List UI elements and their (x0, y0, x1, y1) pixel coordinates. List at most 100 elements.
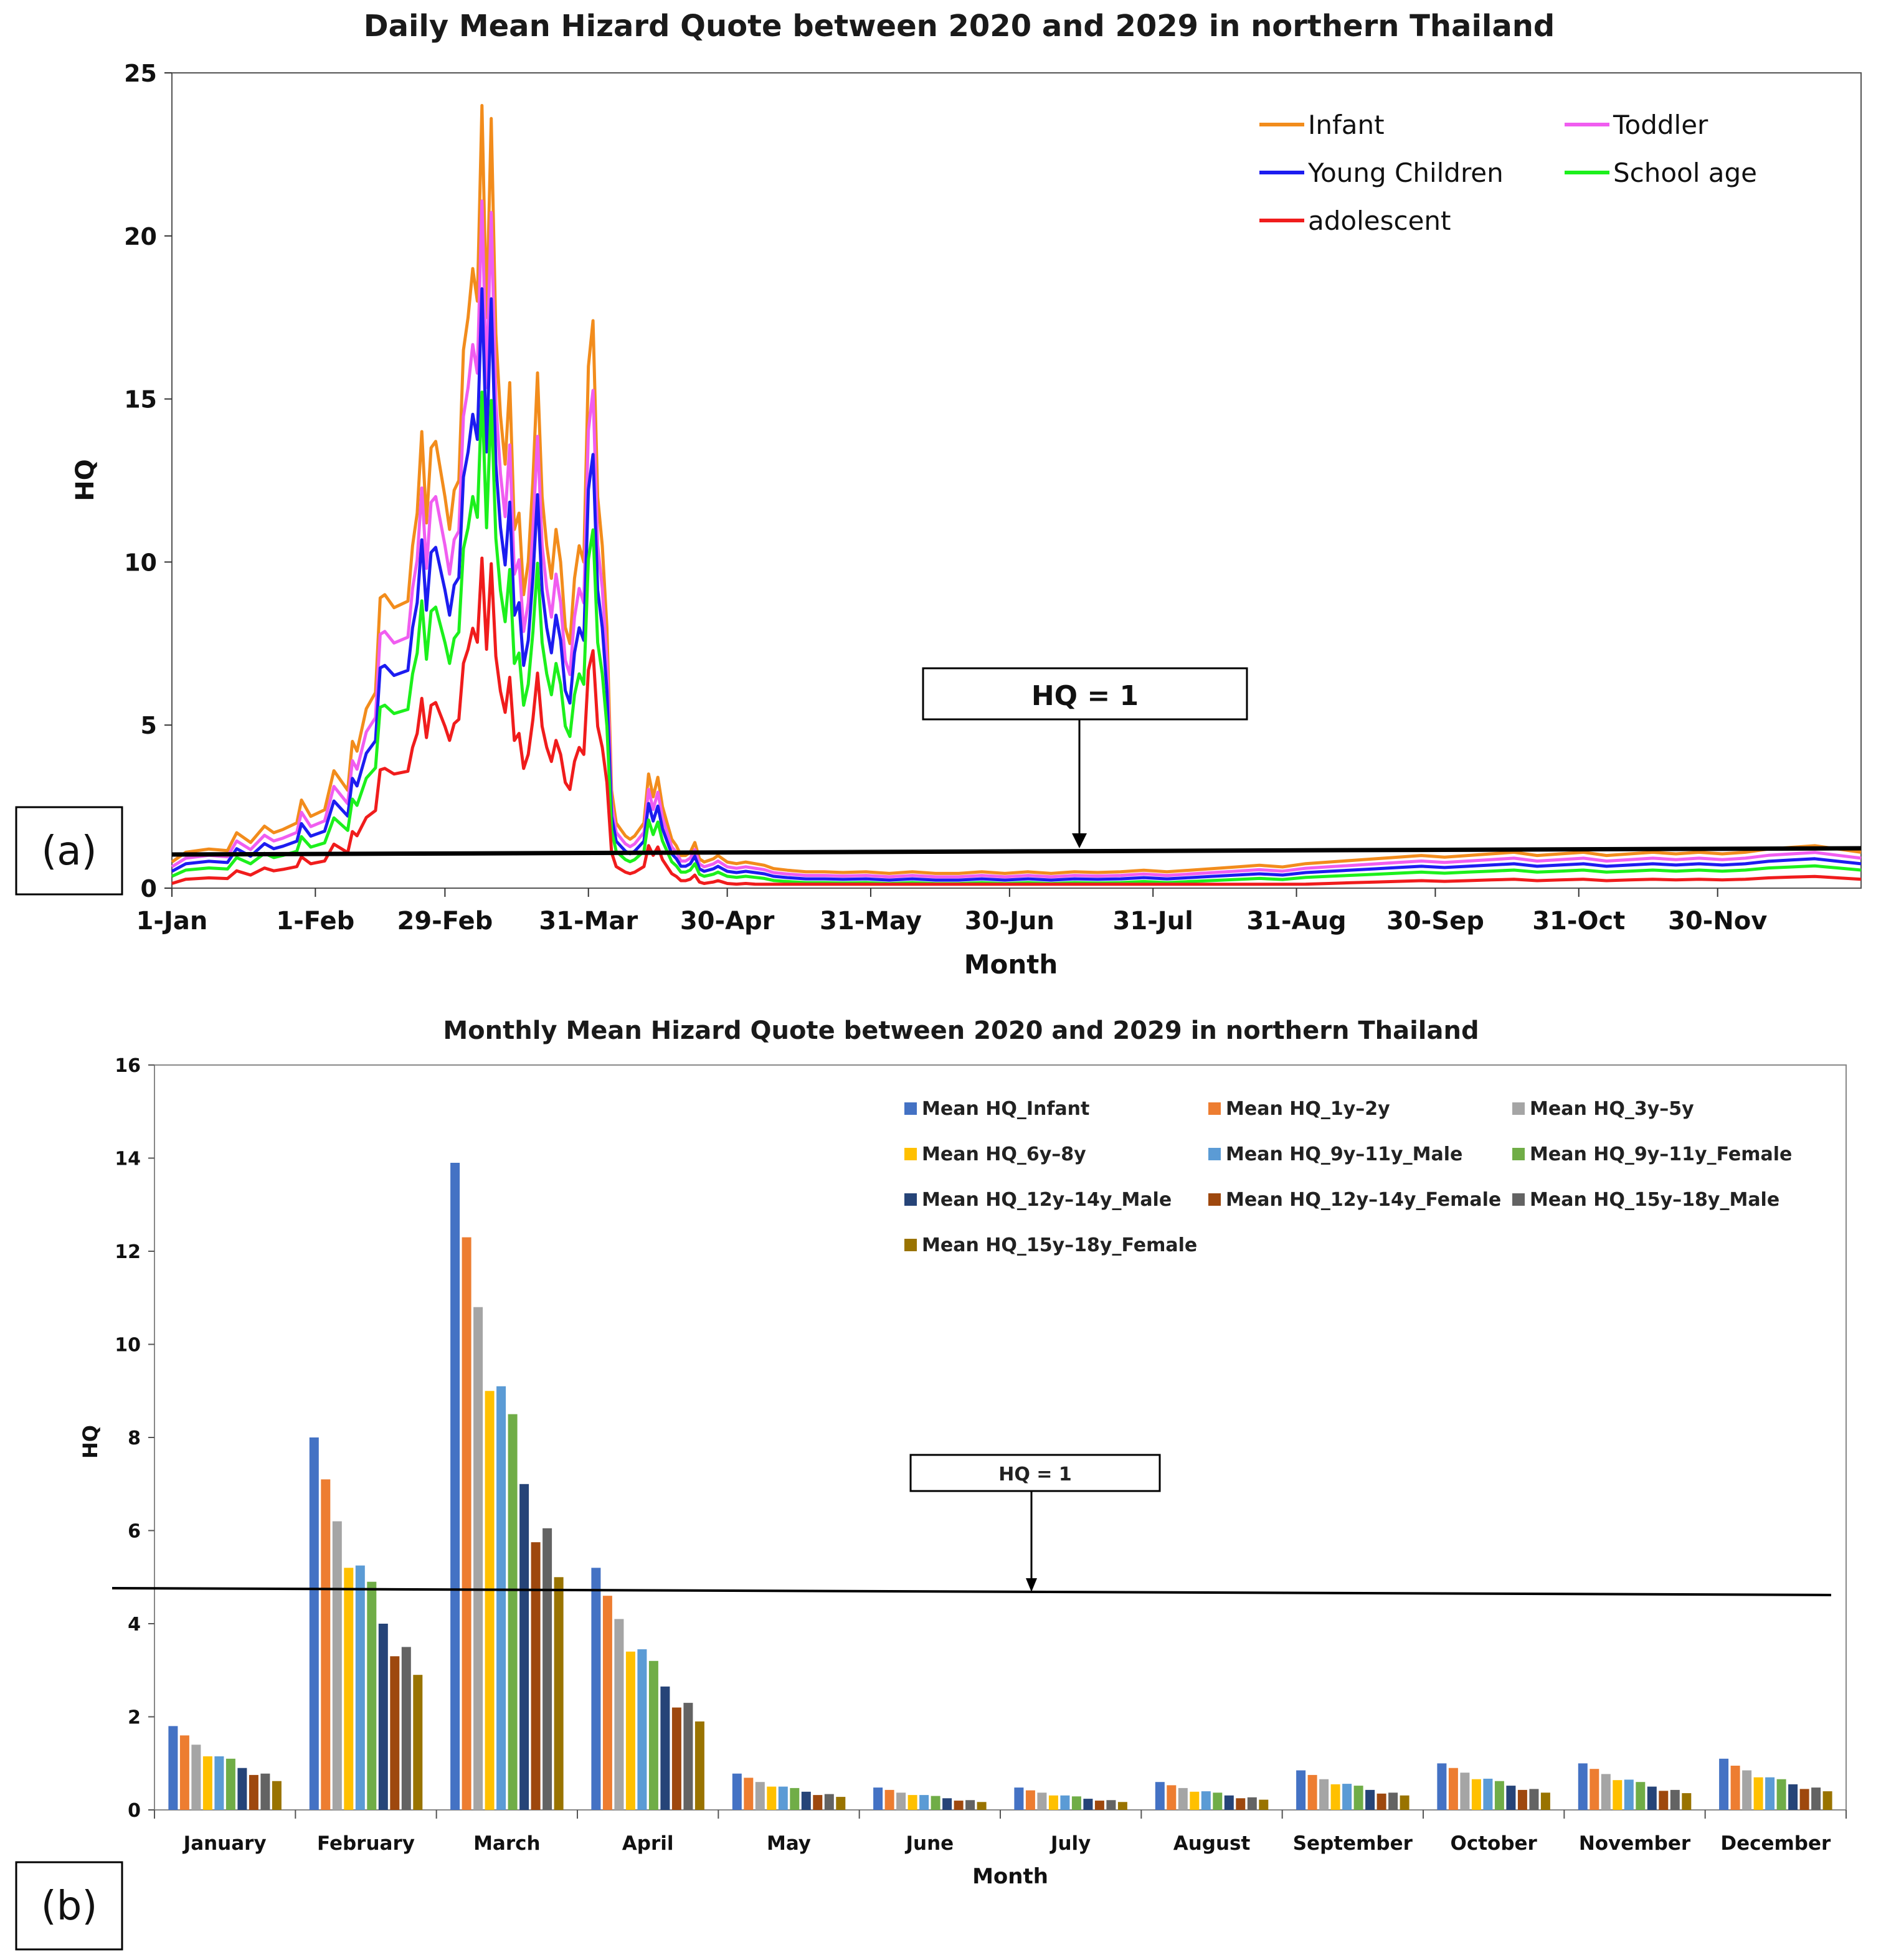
bar-october-mean-hq-9y-11y-male (1483, 1778, 1493, 1810)
panel-a-x-tick-label: 30-Apr (680, 907, 775, 935)
bar-january-mean-hq-12y-14y-female (249, 1774, 258, 1810)
bar-november-mean-hq-6y-8y (1613, 1780, 1623, 1810)
panel-a-legend-label: Young Children (1307, 158, 1504, 188)
bar-july-mean-hq-infant (1014, 1787, 1024, 1810)
panel-a-x-tick-label: 30-Nov (1668, 907, 1767, 935)
bar-may-mean-hq-1y-2y (744, 1778, 754, 1810)
bar-august-mean-hq-3y-5y (1178, 1787, 1188, 1810)
panel-b-hq-label: HQ = 1 (998, 1464, 1072, 1485)
bar-april-mean-hq-3y-5y (614, 1619, 624, 1810)
bar-may-mean-hq-15y-18y-male (824, 1794, 834, 1810)
panel-a-x-axis-label: Month (964, 949, 1058, 980)
bar-august-mean-hq-12y-14y-male (1224, 1795, 1234, 1810)
bar-december-mean-hq-12y-14y-female (1799, 1789, 1809, 1810)
bar-january-mean-hq-9y-11y-female (225, 1758, 235, 1810)
panel-b-x-tick-label: April (622, 1832, 674, 1855)
bar-november-mean-hq-12y-14y-female (1659, 1791, 1669, 1810)
panel-a-x-tick-label: 31-Aug (1246, 907, 1346, 935)
bar-july-mean-hq-9y-11y-female (1071, 1796, 1081, 1810)
panel-b-legend-swatch (1512, 1148, 1525, 1160)
bar-april-mean-hq-9y-11y-male (637, 1649, 647, 1810)
panel-b-legend-label: Mean HQ_1y–2y (1226, 1098, 1390, 1120)
panel-b-x-tick-label: October (1450, 1832, 1537, 1855)
bar-july-mean-hq-15y-18y-female (1117, 1802, 1127, 1810)
panel-a-x-tick-label: 31-Jul (1113, 907, 1193, 935)
panel-b-legend-label: Mean HQ_6y–8y (922, 1143, 1086, 1165)
panel-b-x-tick-label: September (1293, 1832, 1413, 1855)
panel-a-hq-arrowhead (1072, 833, 1087, 848)
panel-b-y-tick-label: 14 (115, 1148, 141, 1170)
panel-b-legend-swatch (904, 1102, 917, 1115)
bar-april-mean-hq-12y-14y-male (660, 1686, 670, 1810)
bar-september-mean-hq-9y-11y-female (1353, 1786, 1363, 1810)
bar-march-mean-hq-12y-14y-female (531, 1542, 541, 1810)
bar-june-mean-hq-15y-18y-male (965, 1800, 975, 1810)
bar-november-mean-hq-15y-18y-female (1682, 1793, 1692, 1810)
bar-march-mean-hq-15y-18y-male (543, 1528, 552, 1810)
panel-b-y-tick-label: 12 (115, 1241, 141, 1263)
panel-b-legend-swatch (904, 1239, 917, 1251)
bar-november-mean-hq-9y-11y-female (1636, 1782, 1646, 1810)
bar-july-mean-hq-6y-8y (1048, 1795, 1058, 1810)
bar-march-mean-hq-3y-5y (473, 1307, 483, 1810)
bar-september-mean-hq-12y-14y-male (1365, 1789, 1375, 1810)
panel-b-y-tick-label: 8 (128, 1427, 141, 1449)
panel-b-legend-swatch (1208, 1193, 1221, 1206)
panel-b-hq-reference-line (111, 1587, 1832, 1596)
bar-march-mean-hq-9y-11y-female (508, 1414, 518, 1810)
panel-b-x-tick-label: May (767, 1832, 811, 1855)
bar-november-mean-hq-9y-11y-male (1624, 1779, 1634, 1810)
bar-july-mean-hq-15y-18y-male (1106, 1800, 1116, 1810)
panel-a-x-tick-label: 30-Sep (1386, 907, 1484, 935)
bar-august-mean-hq-1y-2y (1167, 1785, 1177, 1810)
panel-a-hq-label: HQ = 1 (1031, 680, 1139, 712)
panel-a-x-tick-label: 1-Jan (136, 907, 208, 935)
panel-a-y-tick-label: 0 (141, 875, 157, 902)
bar-october-mean-hq-12y-14y-female (1517, 1789, 1527, 1810)
panel-b-legend-swatch (1512, 1193, 1525, 1206)
bar-august-mean-hq-12y-14y-female (1236, 1798, 1246, 1810)
bar-march-mean-hq-12y-14y-male (519, 1484, 529, 1811)
panel-b-legend-swatch (1208, 1102, 1221, 1115)
bar-february-mean-hq-3y-5y (332, 1521, 342, 1810)
panel-b-x-tick-label: January (182, 1832, 267, 1855)
bar-march-mean-hq-1y-2y (462, 1237, 471, 1810)
panel-a-title: Daily Mean Hizard Quote between 2020 and… (364, 9, 1555, 44)
bar-october-mean-hq-15y-18y-male (1529, 1789, 1539, 1810)
bar-november-mean-hq-1y-2y (1590, 1769, 1599, 1810)
bar-december-mean-hq-15y-18y-male (1811, 1787, 1821, 1810)
panel-b-x-tick-label: December (1720, 1832, 1831, 1855)
bar-september-mean-hq-9y-11y-male (1342, 1784, 1352, 1810)
panel-b-title: Monthly Mean Hizard Quote between 2020 a… (443, 1016, 1479, 1045)
bar-august-mean-hq-15y-18y-female (1259, 1799, 1269, 1810)
bar-december-mean-hq-1y-2y (1730, 1766, 1740, 1810)
panel-a-y-axis: 0 5 10 15 20 25 (124, 60, 172, 902)
panel-b-monthly-bar-chart: Monthly Mean Hizard Quote between 2020 a… (15, 1016, 1847, 1951)
bar-may-mean-hq-15y-18y-female (836, 1797, 846, 1810)
bar-september-mean-hq-3y-5y (1319, 1779, 1329, 1810)
bar-january-mean-hq-1y-2y (179, 1735, 189, 1810)
panel-b-label-box (15, 1861, 123, 1951)
panel-b-x-tick-label: July (1049, 1832, 1091, 1855)
panel-a-y-tick-label: 15 (124, 386, 157, 414)
bar-february-mean-hq-15y-18y-female (413, 1675, 423, 1810)
panel-a-legend-label: adolescent (1308, 206, 1451, 236)
bar-august-mean-hq-9y-11y-female (1213, 1792, 1223, 1810)
panel-a-x-tick-label: 31-May (820, 907, 922, 935)
panel-b-hq-arrowhead (1026, 1578, 1037, 1592)
panel-b-y-tick-label: 4 (128, 1614, 141, 1636)
panel-a-y-tick-label: 20 (124, 223, 157, 250)
bar-may-mean-hq-12y-14y-female (813, 1795, 823, 1810)
bar-october-mean-hq-6y-8y (1471, 1779, 1481, 1810)
bar-february-mean-hq-infant (309, 1437, 319, 1810)
panel-b-y-tick-label: 2 (128, 1707, 141, 1729)
bar-august-mean-hq-infant (1155, 1782, 1165, 1810)
panel-a-label-box (15, 806, 123, 896)
bar-june-mean-hq-1y-2y (884, 1789, 894, 1810)
bar-january-mean-hq-12y-14y-male (237, 1768, 247, 1810)
bar-november-mean-hq-infant (1578, 1763, 1588, 1811)
panel-b-label: (b) (41, 1883, 98, 1929)
bar-september-mean-hq-15y-18y-male (1388, 1792, 1398, 1810)
panel-a-series-infant (171, 103, 1862, 875)
